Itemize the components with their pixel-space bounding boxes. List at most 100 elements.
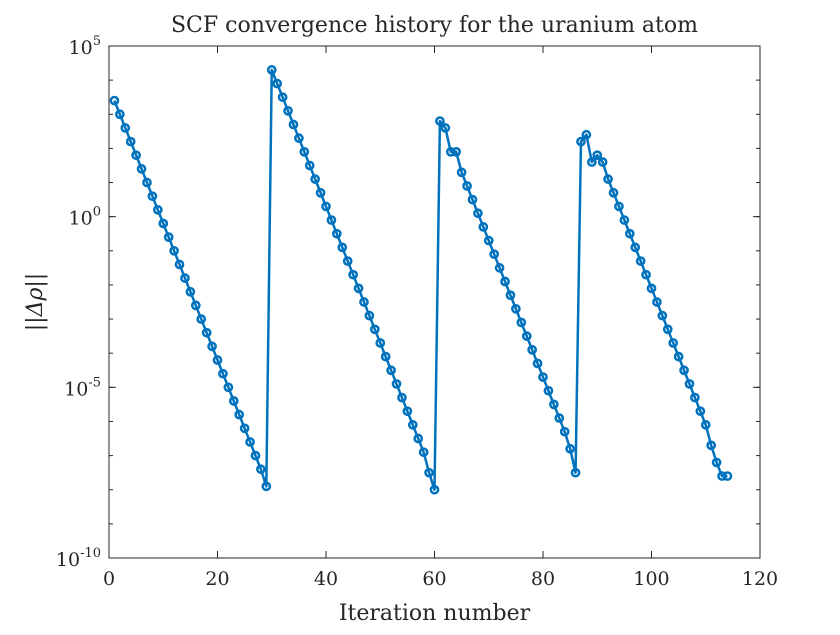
data-point <box>185 286 196 297</box>
data-point <box>109 95 120 106</box>
data-point <box>597 157 608 167</box>
x-axis-label: Iteration number <box>339 601 531 626</box>
axes: 0 20 40 60 80 100 120 10-10 10-5 100 105 <box>56 34 778 590</box>
data-point <box>380 351 391 362</box>
data-point <box>635 256 646 266</box>
data-point <box>494 263 505 273</box>
data-point <box>158 218 169 229</box>
y-tick-label: 10-5 <box>64 375 101 400</box>
data-point <box>120 123 131 133</box>
data-point <box>505 290 516 301</box>
data-point <box>294 133 304 144</box>
data-point <box>662 324 673 335</box>
data-point <box>684 379 695 389</box>
data-point <box>700 420 711 430</box>
data-point <box>673 351 684 362</box>
data-point <box>353 283 364 294</box>
data-point <box>516 317 527 328</box>
data-point <box>614 201 624 212</box>
data-point <box>722 471 733 481</box>
data-point <box>342 256 353 266</box>
data-point <box>136 164 147 174</box>
data-point <box>489 249 500 260</box>
data-point <box>196 314 207 324</box>
data-point <box>304 160 315 171</box>
data-point <box>234 409 245 420</box>
data-point <box>407 420 418 430</box>
data-point <box>657 310 668 321</box>
series-line <box>113 68 728 491</box>
data-point <box>717 471 727 481</box>
data-point <box>201 327 212 338</box>
data-point <box>115 109 125 120</box>
data-point <box>435 116 445 126</box>
data-point <box>321 201 331 212</box>
data-point <box>152 204 163 215</box>
data-point <box>652 297 662 307</box>
data-point <box>212 355 223 365</box>
data-point <box>180 273 190 283</box>
data-point <box>364 310 375 321</box>
y-tick-label: 10-10 <box>56 546 101 571</box>
data-point <box>478 222 489 232</box>
data-point <box>256 464 266 475</box>
data-point <box>315 187 326 198</box>
data-point <box>521 331 532 341</box>
data-point <box>250 450 261 461</box>
data-point <box>402 406 413 417</box>
data-point <box>386 365 396 376</box>
data-point <box>266 65 277 75</box>
x-tick-label: 80 <box>531 568 555 590</box>
data-point <box>711 457 722 468</box>
data-point <box>543 385 554 396</box>
data-point <box>483 235 494 246</box>
x-tick-label: 0 <box>103 568 115 590</box>
data-point <box>163 232 174 242</box>
data-point <box>473 208 483 219</box>
data-series <box>109 65 733 495</box>
chart-title: SCF convergence history for the uranium … <box>171 13 698 38</box>
data-point <box>456 167 467 178</box>
data-point <box>646 283 657 294</box>
x-tick-label: 20 <box>205 568 229 590</box>
data-point <box>142 177 152 188</box>
data-point <box>467 194 478 205</box>
x-tick-label: 60 <box>422 568 446 590</box>
data-point <box>391 379 402 389</box>
data-point <box>559 426 570 437</box>
data-point <box>440 123 451 133</box>
data-point <box>641 269 651 280</box>
data-point <box>369 324 380 335</box>
data-point <box>397 392 407 403</box>
data-point <box>511 303 521 314</box>
data-point <box>549 399 559 410</box>
data-point <box>413 433 424 444</box>
x-tick-label: 40 <box>314 568 338 590</box>
data-point <box>223 382 234 393</box>
data-point <box>624 228 635 239</box>
data-point <box>169 245 179 256</box>
data-point <box>532 358 543 369</box>
data-point <box>679 365 689 376</box>
data-point <box>299 146 310 157</box>
data-point <box>218 368 228 379</box>
y-tick-label: 105 <box>69 34 101 59</box>
data-point <box>326 215 337 225</box>
data-point <box>451 146 462 157</box>
data-point <box>554 413 565 423</box>
data-point <box>570 467 581 478</box>
data-point <box>272 78 283 89</box>
data-point <box>375 338 386 348</box>
data-point <box>277 92 288 103</box>
data-point <box>337 242 348 253</box>
y-axis-label: ||Δρ|| <box>23 273 48 331</box>
data-point <box>418 447 429 458</box>
y-tick-label: 100 <box>69 205 101 230</box>
data-point <box>690 392 700 403</box>
data-point <box>310 174 320 184</box>
data-point <box>500 276 510 287</box>
x-tick-label: 120 <box>742 568 778 590</box>
data-point <box>359 297 369 307</box>
